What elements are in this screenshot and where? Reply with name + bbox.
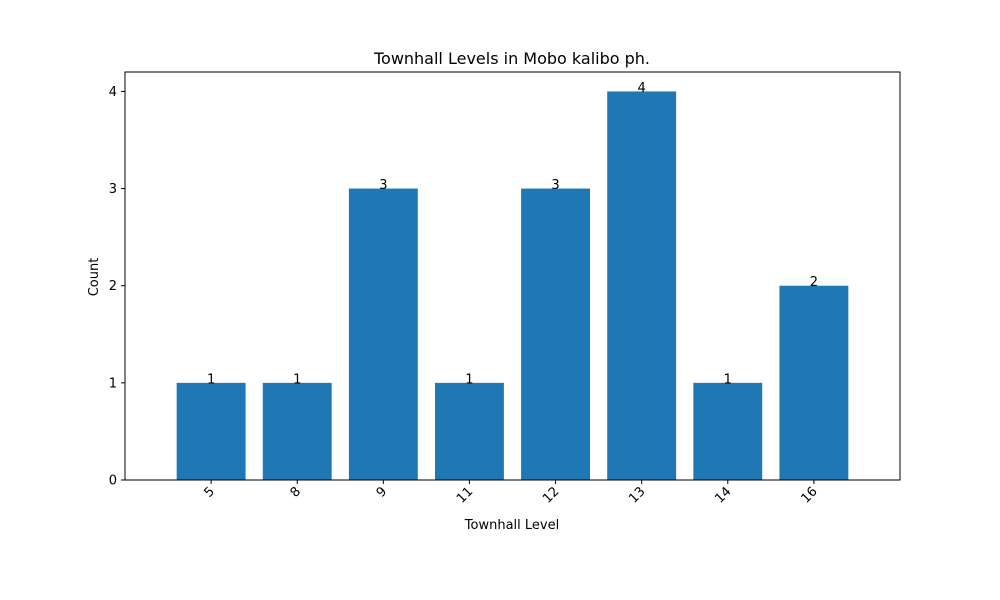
bar-label-16: 2 <box>810 275 818 290</box>
bar-label-14: 1 <box>724 372 732 387</box>
y-tick-label-4: 4 <box>109 85 117 100</box>
bar-label-11: 1 <box>465 372 473 387</box>
bar-label-12: 3 <box>551 178 559 193</box>
bar-11 <box>435 382 504 480</box>
bar-5 <box>176 382 246 480</box>
bar-label-9: 3 <box>379 178 387 193</box>
y-tick-label-3: 3 <box>109 182 117 197</box>
bar-label-8: 1 <box>293 372 301 387</box>
bar-12 <box>521 188 590 480</box>
bar-9 <box>348 188 418 480</box>
bar-16 <box>779 285 849 480</box>
y-axis-label: Count <box>87 258 102 297</box>
y-tick-label-0: 0 <box>109 474 117 489</box>
x-axis-label: Townhall Level <box>464 518 559 533</box>
y-tick-label-2: 2 <box>109 279 117 294</box>
bar-14 <box>693 382 763 480</box>
chart-title: Townhall Levels in Mobo kalibo ph. <box>373 49 650 68</box>
bar-value-labels: 1 1 3 1 3 4 1 2 <box>207 81 818 387</box>
bar-label-5: 1 <box>207 372 215 387</box>
y-axis: 0 1 2 3 4 <box>109 85 125 489</box>
bar-label-13: 4 <box>638 81 646 96</box>
bars-group <box>176 91 849 481</box>
y-tick-label-1: 1 <box>109 376 117 391</box>
plot-area-frame <box>124 71 901 481</box>
bar-8 <box>262 382 332 480</box>
bar-13 <box>607 91 677 481</box>
